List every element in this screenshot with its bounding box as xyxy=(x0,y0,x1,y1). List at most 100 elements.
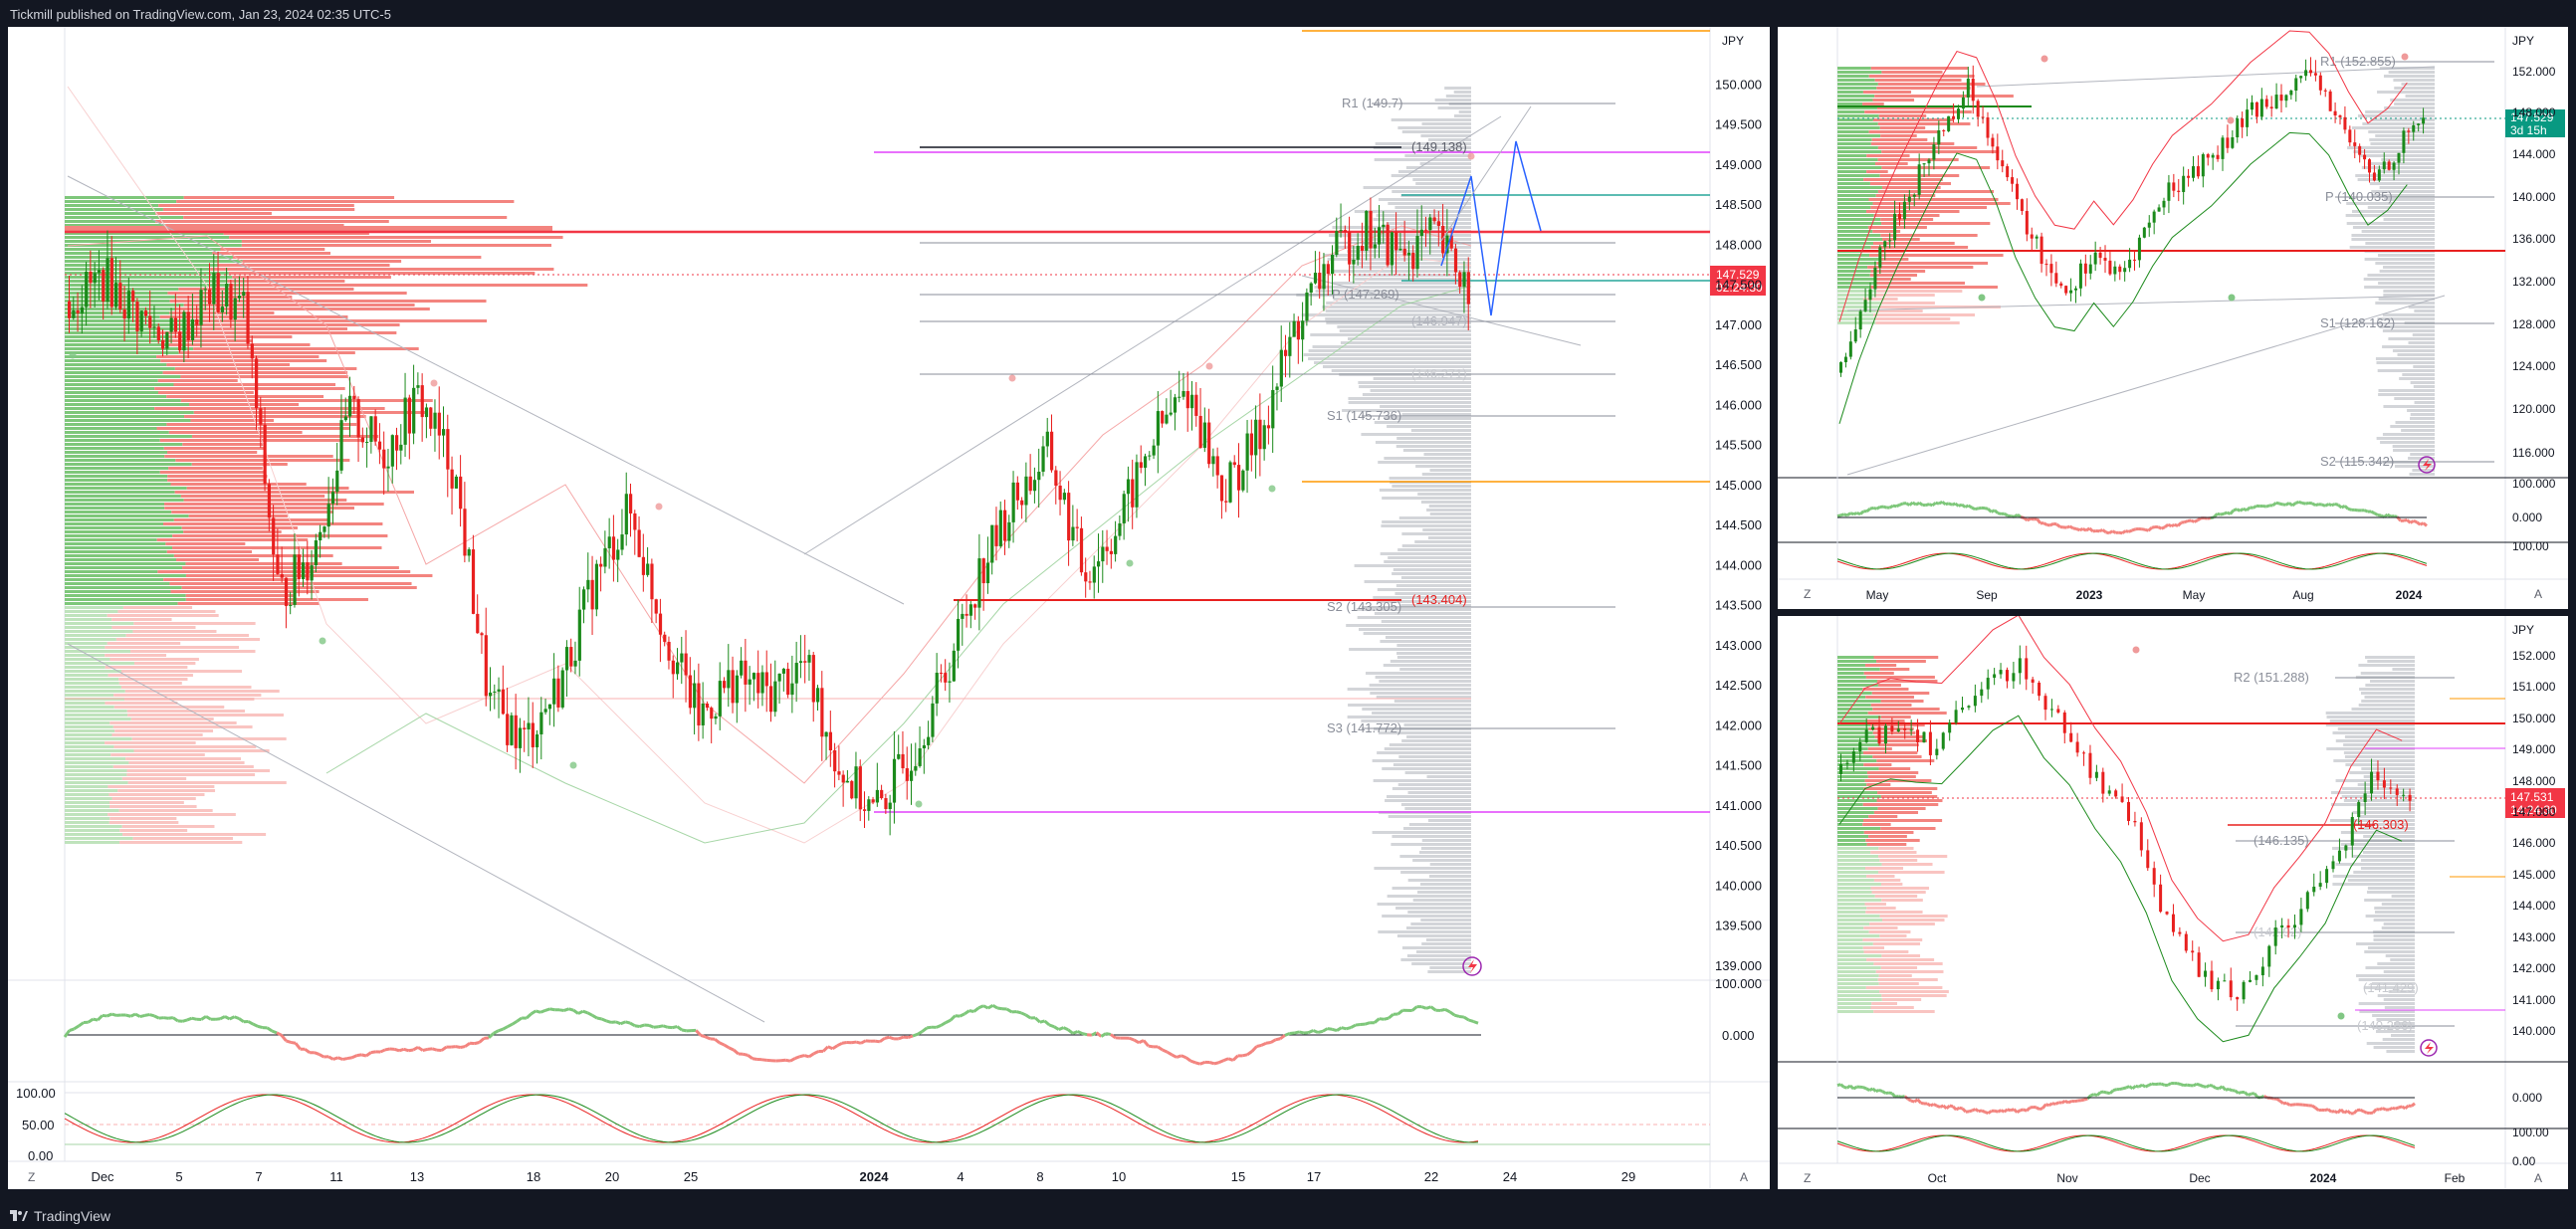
osc-segment xyxy=(2141,527,2146,531)
candle-body xyxy=(1271,389,1275,429)
profile-bar-green xyxy=(1837,1010,1874,1013)
tr-corner-a-button[interactable]: A xyxy=(2534,587,2542,601)
candle-body xyxy=(2030,234,2034,239)
profile-bar xyxy=(1427,819,1471,822)
profile-bar xyxy=(1428,505,1471,508)
profile-bar xyxy=(1401,544,1471,547)
profile-bar xyxy=(1429,469,1471,472)
corner-a-button[interactable]: A xyxy=(1740,1170,1748,1184)
osc-segment xyxy=(2186,1083,2191,1088)
osc-segment xyxy=(2090,1093,2095,1098)
profile-bar xyxy=(1426,509,1471,512)
osc-segment xyxy=(2234,1089,2240,1095)
osc-segment xyxy=(878,1037,886,1044)
candle-body xyxy=(1279,349,1283,387)
osc-segment xyxy=(672,1025,678,1030)
profile-bar-green xyxy=(1837,735,1875,738)
osc-segment xyxy=(1307,1029,1314,1035)
y-axis-tick: 151.000 xyxy=(2512,680,2556,694)
main-chart-svg[interactable]: R1 (149.7) (149.138) P (147.269) (146.94… xyxy=(8,27,1770,1189)
br-alert-lightning-icon[interactable] xyxy=(2420,1039,2438,1057)
candle-body xyxy=(2216,980,2220,990)
profile-bar-green xyxy=(65,331,158,334)
candle-body xyxy=(2196,166,2200,177)
main-chart-panel[interactable]: R1 (149.7) (149.138) P (147.269) (146.94… xyxy=(8,27,1770,1189)
osc-segment xyxy=(577,1009,584,1015)
candle-body xyxy=(773,681,777,713)
profile-bar xyxy=(1314,361,1471,364)
osc-segment xyxy=(356,1053,362,1058)
profile-bar xyxy=(1385,799,1471,802)
candle-body xyxy=(225,284,229,307)
profile-bar-red xyxy=(1873,313,1976,316)
profile-bar-red xyxy=(119,841,243,844)
candle-body xyxy=(203,289,207,291)
tradingview-logo[interactable]: TradingView xyxy=(10,1208,110,1224)
profile-bar xyxy=(2390,1034,2415,1037)
weekly-chart-svg[interactable]: R1 (152.855) P (140.035) S1 (128.162) S2… xyxy=(1778,27,2568,609)
osc-segment xyxy=(393,1047,400,1053)
profile-bar-green xyxy=(65,471,160,474)
candle-body xyxy=(2031,679,2035,683)
osc-segment xyxy=(422,1047,428,1052)
profile-bar-red xyxy=(128,761,245,764)
br-corner-a-button[interactable]: A xyxy=(2534,1171,2542,1185)
profile-bar-red xyxy=(107,614,219,617)
candle-body xyxy=(935,672,939,704)
candle-body xyxy=(2146,850,2150,869)
profile-bar-green xyxy=(1837,87,1877,90)
osc-segment xyxy=(474,1041,480,1046)
y-axis-tick: 144.000 xyxy=(2512,899,2556,913)
profile-bar xyxy=(1354,564,1471,567)
candle-body xyxy=(2044,264,2048,266)
profile-bar xyxy=(1406,954,1471,957)
candle-body xyxy=(2313,73,2317,76)
profile-bar xyxy=(2364,950,2415,953)
osc-segment xyxy=(1222,1057,1229,1063)
stoch-k xyxy=(1836,1134,2416,1152)
profile-bar-red xyxy=(1862,298,1898,301)
osc-segment xyxy=(1364,1021,1371,1026)
corner-z-button[interactable]: Z xyxy=(28,1170,35,1184)
osc-segment xyxy=(2244,1091,2250,1097)
candle-body xyxy=(977,558,981,608)
candle-body xyxy=(2363,793,2367,803)
osc-segment xyxy=(464,1041,471,1048)
y-axis-tick: 148.000 xyxy=(2512,105,2556,119)
profile-bar xyxy=(1381,620,1471,623)
osc-segment xyxy=(572,1008,579,1015)
profile-bar-green xyxy=(65,514,189,517)
tr-corner-z-button[interactable]: Z xyxy=(1804,587,1811,601)
profile-bar-red xyxy=(1864,867,1904,870)
profile-bar xyxy=(1349,648,1471,651)
profile-bar-green xyxy=(1837,660,1877,663)
tr-alert-lightning-icon[interactable] xyxy=(2418,456,2436,474)
profile-bar-red xyxy=(173,383,336,386)
alert-lightning-icon[interactable] xyxy=(1462,956,1482,976)
profile-bar-green xyxy=(1837,282,1874,285)
weekly-chart-panel[interactable]: R1 (152.855) P (140.035) S1 (128.162) S2… xyxy=(1778,27,2568,609)
osc-segment xyxy=(2163,523,2170,528)
profile-bar xyxy=(2412,333,2435,336)
osc-segment xyxy=(2044,1103,2050,1108)
profile-bar-red xyxy=(183,499,347,502)
profile-bar-red xyxy=(1872,118,1954,121)
profile-bar xyxy=(2373,1046,2415,1049)
osc-segment xyxy=(1997,512,2002,515)
projection-path[interactable] xyxy=(1440,140,1542,316)
daily-chart-svg[interactable]: R2 (151.288) (146.303) (146.135) (142.92… xyxy=(1778,616,2568,1189)
daily-chart-panel[interactable]: R2 (151.288) (146.303) (146.135) (142.92… xyxy=(1778,616,2568,1189)
candle-body xyxy=(1848,341,1852,357)
candle-body xyxy=(573,660,577,667)
profile-bar-red xyxy=(166,550,253,553)
y-axis-tick: 140.000 xyxy=(1715,878,1762,893)
osc-segment xyxy=(2026,1106,2032,1113)
osc-segment xyxy=(2131,527,2136,532)
profile-bar-red xyxy=(167,479,266,482)
profile-bar-green xyxy=(65,311,170,314)
profile-bar-green xyxy=(1837,198,1869,201)
profile-bar-red xyxy=(1872,942,1921,945)
br-corner-z-button[interactable]: Z xyxy=(1804,1171,1811,1185)
osc-segment xyxy=(2074,1099,2078,1104)
profile-bar-red xyxy=(1867,775,1916,778)
